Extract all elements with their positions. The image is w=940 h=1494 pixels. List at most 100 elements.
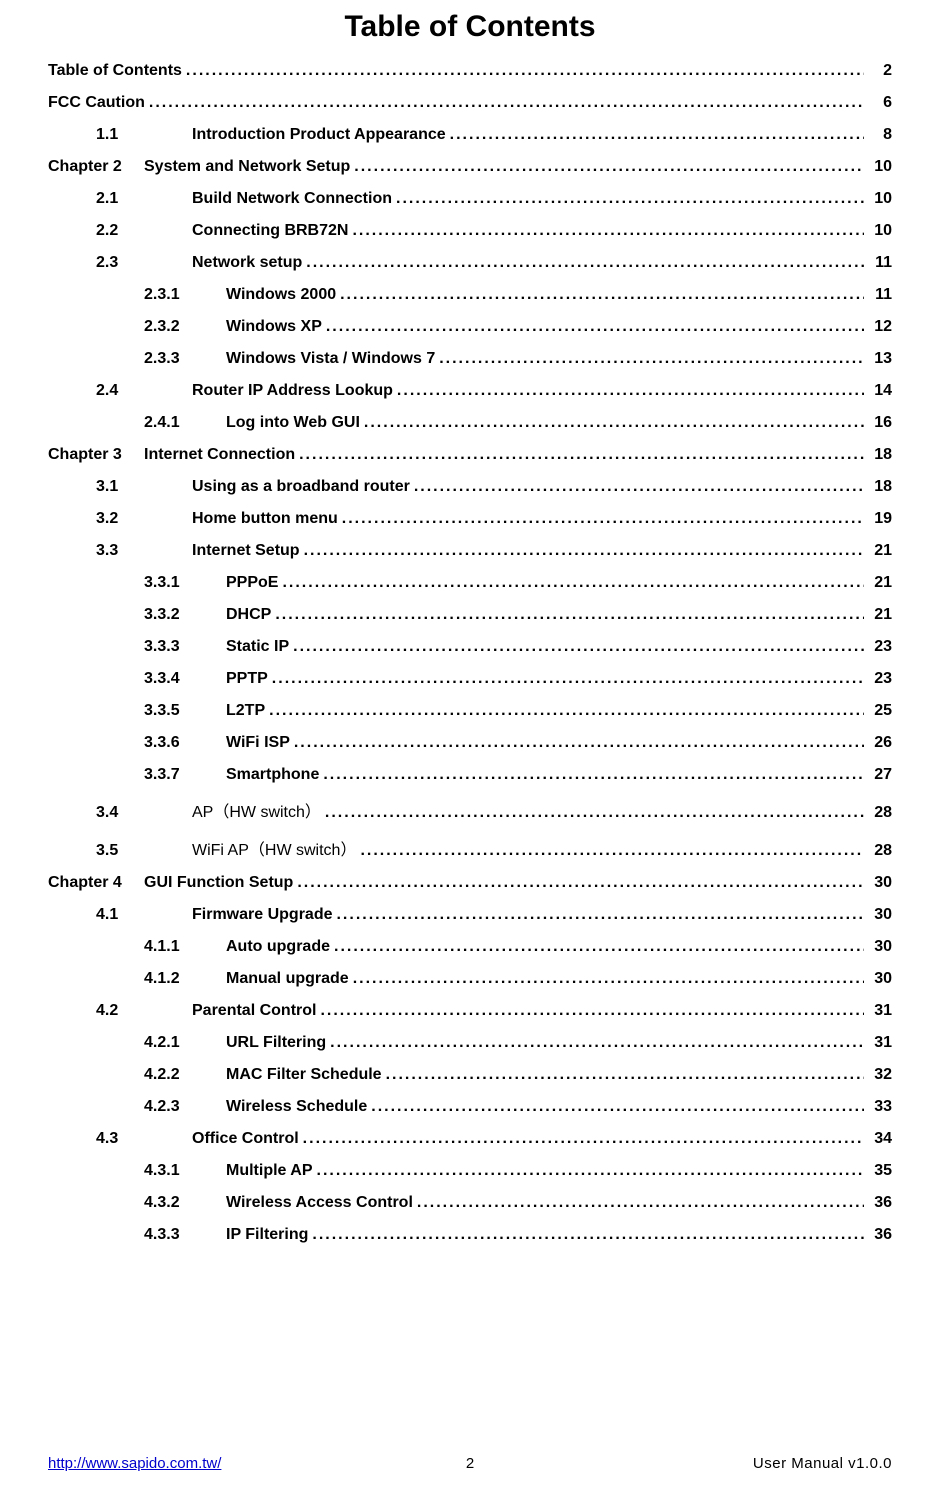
- toc-entry-page: 10: [868, 222, 892, 240]
- toc-entry-page: 36: [868, 1226, 892, 1244]
- toc-entry[interactable]: 1.1Introduction Product Appearance8: [96, 126, 892, 144]
- toc-entry[interactable]: 3.3.3Static IP23: [144, 638, 892, 656]
- toc-entry-page: 23: [868, 638, 892, 656]
- toc-entry-page: 11: [868, 254, 892, 272]
- toc-entry[interactable]: Chapter 3Internet Connection18: [48, 446, 892, 464]
- toc-entry[interactable]: 2.3.1Windows 200011: [144, 286, 892, 304]
- toc-entry[interactable]: 2.1Build Network Connection 10: [96, 190, 892, 208]
- toc-entry-number: 2.3.3: [144, 350, 226, 368]
- toc-entry[interactable]: 2.3.2Windows XP12: [144, 318, 892, 336]
- toc-entry-number: 4.3.3: [144, 1226, 226, 1244]
- toc-entry[interactable]: 3.3Internet Setup21: [96, 542, 892, 560]
- footer-version: User Manual v1.0.0: [753, 1455, 892, 1472]
- toc-entry-title: Smartphone: [226, 766, 319, 784]
- toc-entry[interactable]: Chapter 2System and Network Setup10: [48, 158, 892, 176]
- toc-entry-title: Manual upgrade: [226, 970, 349, 988]
- toc-entry-number: 4.2.3: [144, 1098, 226, 1116]
- toc-leader-dots: [272, 670, 864, 688]
- toc-entry-page: 21: [868, 574, 892, 592]
- toc-entry-title: Parental Control: [192, 1002, 316, 1020]
- toc-entry[interactable]: FCC Caution6: [48, 94, 892, 112]
- toc-entry-title: GUI Function Setup: [144, 874, 293, 892]
- toc-entry-page: 31: [868, 1034, 892, 1052]
- toc-entry-title: URL Filtering: [226, 1034, 326, 1052]
- footer-url[interactable]: http://www.sapido.com.tw/: [48, 1455, 221, 1472]
- toc-entry-number: 3.3: [96, 542, 192, 560]
- toc-entry[interactable]: 3.3.2DHCP21: [144, 606, 892, 624]
- toc-entry-number: 4.1: [96, 906, 192, 924]
- toc-entry-page: 16: [868, 414, 892, 432]
- toc-entry[interactable]: 4.2.1URL Filtering 31: [144, 1034, 892, 1052]
- toc-leader-dots: [354, 158, 864, 176]
- toc-entry[interactable]: 3.3.5L2TP25: [144, 702, 892, 720]
- toc-entry-number: 2.2: [96, 222, 192, 240]
- toc-entry[interactable]: 2.4.1Log into Web GUI16: [144, 414, 892, 432]
- toc-entry[interactable]: 2.2Connecting BRB72N10: [96, 222, 892, 240]
- toc-entry-title: Home button menu: [192, 510, 338, 528]
- toc-entry-title: AP（HW switch）: [192, 798, 321, 822]
- toc-entry[interactable]: 3.3.1PPPoE21: [144, 574, 892, 592]
- toc-entry-page: 18: [868, 446, 892, 464]
- toc-entry[interactable]: 3.2Home button menu19: [96, 510, 892, 528]
- toc-leader-dots: [371, 1098, 864, 1116]
- toc-entry-page: 31: [868, 1002, 892, 1020]
- toc-entry[interactable]: 3.4AP（HW switch）28: [96, 798, 892, 822]
- toc-leader-dots: [320, 1002, 864, 1020]
- toc-leader-dots: [269, 702, 864, 720]
- toc-entry-number: 3.1: [96, 478, 192, 496]
- toc-leader-dots: [325, 804, 864, 822]
- toc-entry[interactable]: 2.4Router IP Address Lookup14: [96, 382, 892, 400]
- toc-entry-title: Wireless Access Control: [226, 1194, 413, 1212]
- toc-entry[interactable]: 4.3.1Multiple AP35: [144, 1162, 892, 1180]
- toc-entry[interactable]: 3.3.7Smartphone27: [144, 766, 892, 784]
- toc-entry-title: Build Network Connection: [192, 190, 392, 208]
- toc-container: Table of Contents2 FCC Caution6 1.1Introdu…: [48, 62, 892, 1244]
- toc-entry-title: Windows Vista / Windows 7: [226, 350, 435, 368]
- toc-entry[interactable]: 4.3Office Control34: [96, 1130, 892, 1148]
- toc-entry[interactable]: 4.1.2Manual upgrade30: [144, 970, 892, 988]
- toc-entry[interactable]: 3.1Using as a broadband router18: [96, 478, 892, 496]
- toc-entry[interactable]: Chapter 4GUI Function Setup30: [48, 874, 892, 892]
- toc-entry[interactable]: Table of Contents2: [48, 62, 892, 80]
- toc-entry[interactable]: 4.3.3IP Filtering36: [144, 1226, 892, 1244]
- toc-leader-dots: [323, 766, 864, 784]
- toc-entry-number: 2.3.2: [144, 318, 226, 336]
- toc-entry-page: 12: [868, 318, 892, 336]
- toc-entry-number: 2.3.1: [144, 286, 226, 304]
- toc-entry-page: 36: [868, 1194, 892, 1212]
- toc-entry-number: 2.4.1: [144, 414, 226, 432]
- toc-leader-dots: [304, 542, 864, 560]
- toc-entry[interactable]: 4.1.1Auto upgrade30: [144, 938, 892, 956]
- toc-entry-page: 11: [868, 286, 892, 304]
- toc-entry[interactable]: 3.3.6WiFi ISP26: [144, 734, 892, 752]
- toc-leader-dots: [342, 510, 864, 528]
- toc-entry[interactable]: 2.3.3Windows Vista / Windows 713: [144, 350, 892, 368]
- toc-entry-page: 25: [868, 702, 892, 720]
- toc-entry[interactable]: 4.3.2Wireless Access Control 36: [144, 1194, 892, 1212]
- toc-entry[interactable]: 4.2.2MAC Filter Schedule32: [144, 1066, 892, 1084]
- toc-entry-number: 3.3.5: [144, 702, 226, 720]
- toc-entry[interactable]: 4.2Parental Control 31: [96, 1002, 892, 1020]
- toc-entry-page: 21: [868, 606, 892, 624]
- toc-leader-dots: [336, 906, 864, 924]
- toc-entry-number: 4.2: [96, 1002, 192, 1020]
- toc-entry-title: Auto upgrade: [226, 938, 330, 956]
- toc-entry[interactable]: 2.3Network setup11: [96, 254, 892, 272]
- document-page: Table of Contents Table of Contents2FCC …: [0, 0, 940, 1494]
- toc-entry[interactable]: 4.1Firmware Upgrade30: [96, 906, 892, 924]
- toc-entry-page: 10: [868, 190, 892, 208]
- toc-entry-page: 23: [868, 670, 892, 688]
- toc-entry[interactable]: 4.2.3Wireless Schedule33: [144, 1098, 892, 1116]
- toc-entry-page: 14: [868, 382, 892, 400]
- toc-entry-number: 2.4: [96, 382, 192, 400]
- toc-entry-number: 4.3.2: [144, 1194, 226, 1212]
- toc-entry-title: WiFi AP（HW switch）: [192, 836, 356, 860]
- toc-entry-number: 2.1: [96, 190, 192, 208]
- toc-entry-title: Network setup: [192, 254, 302, 272]
- toc-entry[interactable]: 3.5WiFi AP（HW switch）28: [96, 836, 892, 860]
- toc-entry-number: 3.3.3: [144, 638, 226, 656]
- toc-entry-number: 4.2.1: [144, 1034, 226, 1052]
- toc-entry-page: 28: [868, 804, 892, 822]
- toc-entry-page: 21: [868, 542, 892, 560]
- toc-entry[interactable]: 3.3.4PPTP23: [144, 670, 892, 688]
